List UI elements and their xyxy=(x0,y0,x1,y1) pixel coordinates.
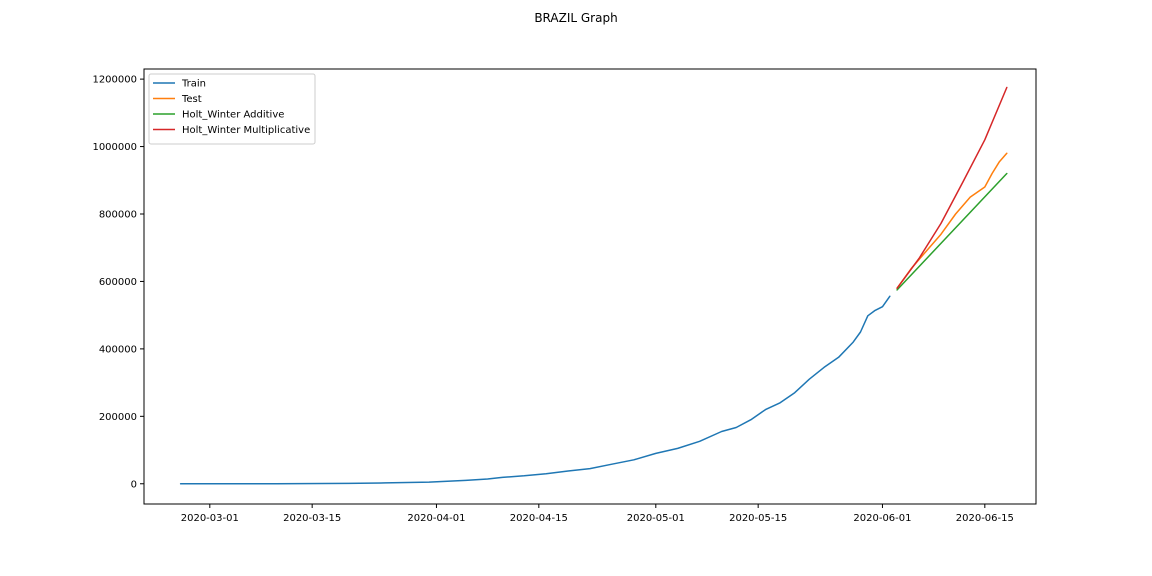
legend-box xyxy=(148,73,316,145)
series-line-3 xyxy=(896,86,1008,289)
y-tick-label: 1200000 xyxy=(92,75,137,86)
x-tick-label: 2020-05-15 xyxy=(729,513,787,524)
axes: 2020-03-01 2020-03-15 2020-04-01 2020-04-15… xyxy=(92,75,1013,524)
series-line-0 xyxy=(179,295,891,485)
y-tick-label: 200000 xyxy=(99,412,137,423)
legend: Train Test Holt_Winter Additive Holt_Winter… xyxy=(148,73,316,145)
x-tick-label: 2020-04-15 xyxy=(510,513,568,524)
y-tick-label: 400000 xyxy=(99,344,137,355)
y-tick-label: 800000 xyxy=(99,210,137,221)
plot-area xyxy=(179,86,1008,485)
y-tick-label: 0 xyxy=(131,479,137,490)
x-tick-label: 2020-05-01 xyxy=(627,513,685,524)
x-tick-label: 2020-03-01 xyxy=(181,513,239,524)
x-tick-label: 2020-06-01 xyxy=(853,513,911,524)
series-line-2 xyxy=(896,172,1008,291)
y-tick-label: 1000000 xyxy=(92,142,137,153)
x-tick-label: 2020-04-01 xyxy=(407,513,465,524)
x-tick-label: 2020-06-15 xyxy=(956,513,1014,524)
legend-label-3: Holt_Winter Multiplicative xyxy=(182,125,310,136)
x-tick-label: 2020-03-15 xyxy=(283,513,341,524)
axes-frame xyxy=(143,68,1037,505)
y-tick-label: 600000 xyxy=(99,277,137,288)
legend-label-1: Test xyxy=(181,94,202,105)
chart-title: BRAZIL Graph xyxy=(534,11,617,25)
legend-label-0: Train xyxy=(181,79,206,90)
series-line-1 xyxy=(896,152,1008,289)
legend-label-2: Holt_Winter Additive xyxy=(182,110,284,121)
